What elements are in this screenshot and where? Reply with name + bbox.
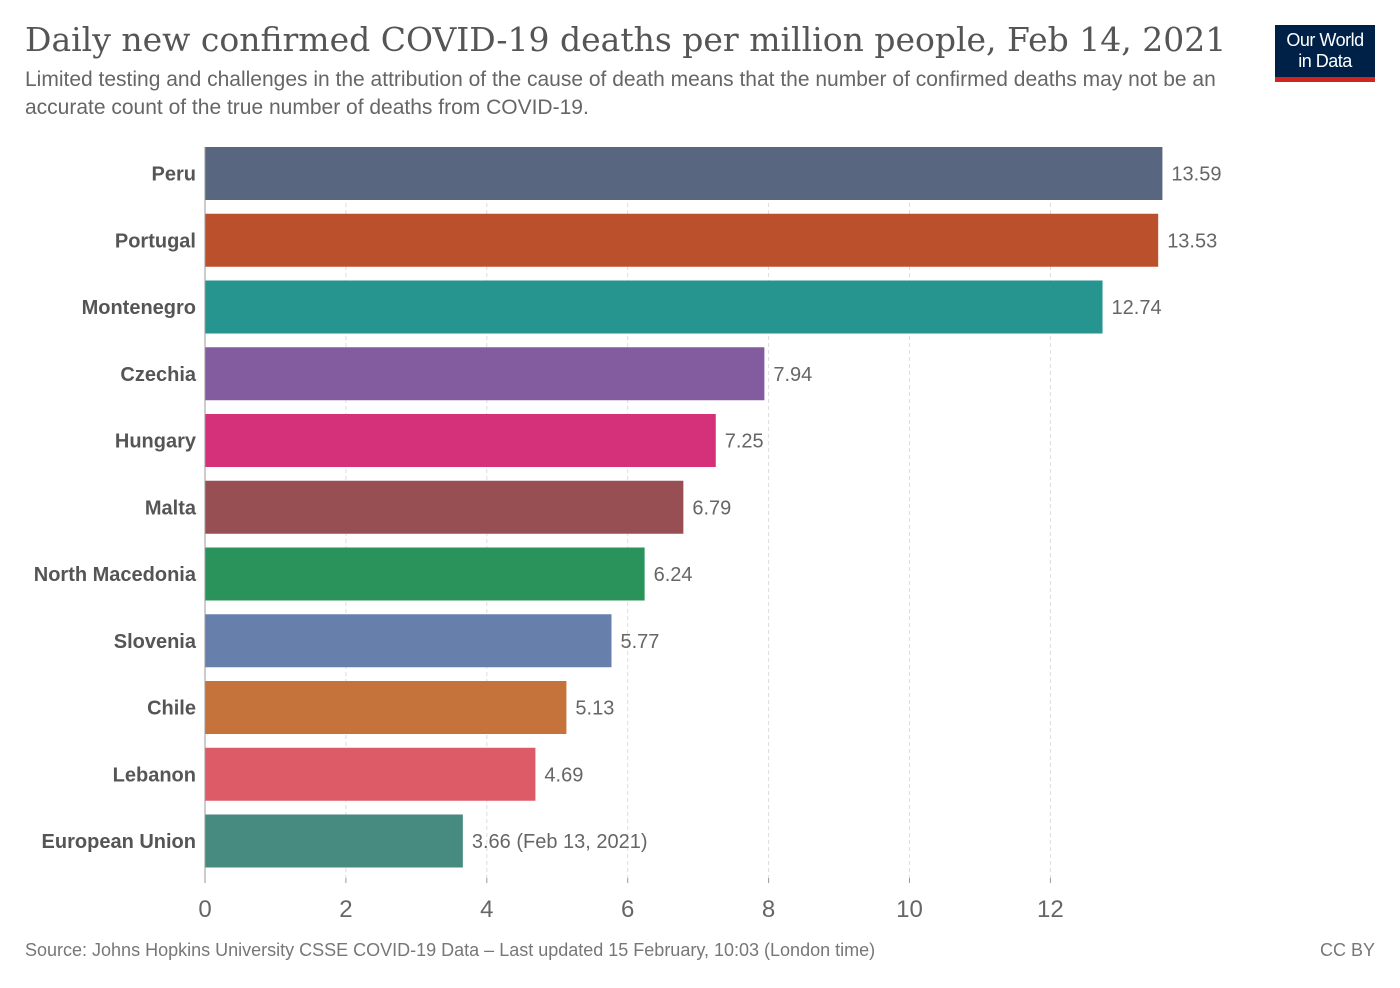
category-label: Malta (145, 497, 197, 519)
license-link[interactable]: CC BY (1319, 940, 1375, 960)
value-label: 3.66 (Feb 13, 2021) (472, 831, 648, 853)
bar-chile (205, 681, 567, 734)
x-tick-label: 0 (198, 896, 211, 923)
bar-malta (205, 480, 684, 534)
bar-montenegro (205, 280, 1103, 334)
value-label: 13.53 (1167, 230, 1217, 252)
category-label: Slovenia (114, 631, 197, 653)
category-label: Lebanon (113, 764, 196, 786)
bar-european-union (205, 814, 463, 868)
value-label: 7.25 (725, 431, 764, 453)
bar-slovenia (205, 614, 612, 668)
category-label: Chile (147, 698, 196, 720)
bar-north-macedonia (205, 547, 645, 601)
value-label: 6.24 (654, 564, 693, 586)
category-label: North Macedonia (34, 564, 197, 586)
value-label: 4.69 (544, 764, 583, 786)
bar-lebanon (205, 747, 536, 801)
x-tick-label: 10 (896, 896, 923, 923)
category-label: Peru (152, 164, 196, 186)
x-tick-label: 12 (1037, 896, 1064, 923)
bar-peru (205, 147, 1163, 200)
value-label: 12.74 (1112, 297, 1162, 319)
x-tick-label: 4 (480, 896, 493, 923)
value-label: 5.13 (575, 698, 614, 720)
bar-portugal (205, 213, 1159, 267)
value-label: 5.77 (620, 631, 659, 653)
logo-line-2: in Data (1298, 51, 1352, 71)
owid-logo[interactable]: Our World in Data (1275, 25, 1375, 82)
source-note: Source: Johns Hopkins University CSSE CO… (25, 940, 876, 960)
chart-subtitle: Limited testing and challenges in the at… (25, 68, 1216, 119)
value-label: 13.59 (1171, 164, 1221, 186)
category-label: Czechia (120, 364, 196, 386)
chart-title: Daily new confirmed COVID-19 deaths per … (25, 20, 1227, 59)
bar-czechia (205, 347, 765, 401)
x-tick-label: 6 (621, 896, 634, 923)
category-label: Montenegro (82, 297, 196, 319)
bar-hungary (205, 414, 716, 467)
category-label: European Union (42, 831, 196, 853)
category-label: Portugal (115, 230, 196, 252)
x-tick-label: 8 (762, 896, 775, 923)
x-tick-label: 2 (339, 896, 352, 923)
category-label: Hungary (115, 431, 197, 453)
value-label: 7.94 (773, 364, 812, 386)
logo-line-1: Our World (1286, 30, 1364, 50)
value-label: 6.79 (692, 497, 731, 519)
